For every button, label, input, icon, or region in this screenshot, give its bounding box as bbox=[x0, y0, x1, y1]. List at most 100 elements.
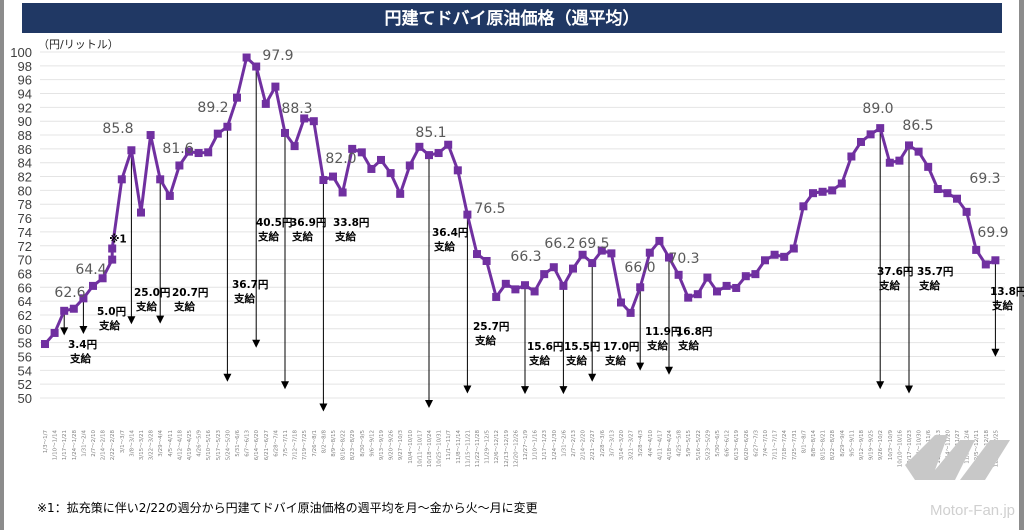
x-tick-label: 1/17～1/23 bbox=[542, 430, 548, 461]
x-tick-label: 8/2～8/8 bbox=[321, 430, 327, 454]
y-tick-label: 90 bbox=[18, 114, 32, 129]
data-point bbox=[386, 169, 395, 178]
subsidy-amount: 35.7円 bbox=[917, 266, 953, 278]
subsidy-amount: 16.8円 bbox=[676, 326, 712, 338]
data-point bbox=[885, 158, 894, 167]
x-tick-label: 5/9～5/15 bbox=[686, 429, 692, 456]
data-point bbox=[127, 146, 136, 155]
x-tick-label: 3/15～3/21 bbox=[139, 430, 145, 460]
x-tick-label: 9/5～9/11 bbox=[849, 430, 855, 457]
data-point bbox=[223, 122, 232, 131]
y-tick-label: 82 bbox=[18, 170, 32, 185]
x-tick-label: 8/23～8/29 bbox=[350, 430, 356, 461]
arrow-head-icon bbox=[463, 385, 472, 394]
data-point bbox=[377, 155, 385, 164]
x-tick-label: 6/28～7/4 bbox=[273, 429, 279, 456]
x-tick-label: 12/6～12/12 bbox=[494, 430, 500, 464]
subsidy-amount: 15.6円 bbox=[527, 341, 563, 353]
right-border bbox=[1019, 0, 1024, 530]
subsidy-label: 支給 bbox=[257, 230, 279, 243]
subsidy-amount: 36.9円 bbox=[290, 217, 326, 229]
data-point bbox=[809, 189, 817, 198]
data-labels: 62.6 64.4 85.8 81.6 89.2 97.9 88.3 82.0 85.1 76.5… bbox=[54, 48, 1008, 301]
x-tick-label: 5/23～5/29 bbox=[705, 430, 711, 461]
subsidy-amount: 36.4円 bbox=[432, 227, 468, 239]
subsidy-label: 支給 bbox=[98, 319, 120, 332]
x-tick-label: 3/1～3/7 bbox=[120, 430, 126, 454]
data-point bbox=[185, 147, 193, 156]
data-point bbox=[962, 207, 971, 216]
y-tick-label: 52 bbox=[18, 377, 32, 392]
y-tick-label: 84 bbox=[18, 156, 32, 171]
footnote: ※1：拡充策に伴い2/22の週分から円建てドバイ原油価格の週平均を月～金から火～… bbox=[37, 500, 538, 515]
x-tick-label: 7/4～7/10 bbox=[763, 429, 769, 456]
x-tick-label: 6/21～6/27 bbox=[264, 430, 270, 461]
data-point bbox=[991, 256, 1000, 265]
left-border bbox=[0, 0, 4, 530]
x-tick-label: 1/10～1/14 bbox=[53, 430, 59, 461]
data-point bbox=[895, 156, 904, 165]
x-tick-label: 2/14～2/20 bbox=[581, 430, 587, 461]
arrow-head-icon bbox=[60, 327, 69, 336]
data-point bbox=[338, 188, 347, 197]
subsidy-amount: 3.4円 bbox=[68, 339, 97, 351]
y-tick-label: 76 bbox=[18, 211, 32, 226]
x-tick-label: 6/6～6/12 bbox=[725, 430, 731, 457]
data-point bbox=[108, 244, 117, 253]
data-point bbox=[146, 131, 155, 140]
x-tick-label: 8/1～8/7 bbox=[801, 430, 807, 454]
arrow-head-icon bbox=[665, 366, 673, 375]
mf-logo-icon bbox=[905, 435, 975, 480]
data-point bbox=[674, 270, 683, 279]
data-point bbox=[559, 281, 568, 290]
data-point bbox=[329, 172, 337, 181]
subsidy-amount: 36.7円 bbox=[232, 279, 268, 291]
x-tick-label: 7/25～7/31 bbox=[792, 430, 798, 460]
arrow-head-icon bbox=[127, 316, 136, 325]
data-point bbox=[79, 294, 88, 303]
data-point bbox=[415, 142, 424, 151]
data-point bbox=[425, 151, 433, 160]
data-point bbox=[588, 259, 597, 268]
subsidy-label: 支給 bbox=[991, 299, 1013, 312]
subsidy-label: 支給 bbox=[918, 279, 940, 292]
data-label: 64.4 bbox=[75, 262, 106, 278]
subsidy-amount: 17.0円 bbox=[603, 341, 639, 353]
x-tick-label: 11/14～11/20 bbox=[945, 430, 951, 468]
data-point bbox=[981, 260, 990, 269]
data-point bbox=[165, 191, 174, 200]
data-point bbox=[578, 250, 587, 259]
subsidy-label: 支給 bbox=[646, 339, 668, 352]
x-tick-label: 3/29～4/4 bbox=[158, 429, 164, 456]
y-tick-label: 98 bbox=[18, 59, 32, 74]
arrow-head-icon bbox=[252, 339, 261, 348]
data-point bbox=[117, 175, 126, 184]
x-tick-label: 9/6～9/12 bbox=[369, 430, 375, 457]
subsidy-label: 支給 bbox=[291, 230, 313, 243]
arrow-head-icon bbox=[79, 325, 88, 334]
data-point bbox=[453, 166, 462, 175]
x-tick-label: 4/19～4/25 bbox=[187, 430, 193, 461]
data-label: 69.5 bbox=[578, 236, 609, 252]
x-tick-label: 4/26～5/9 bbox=[197, 429, 203, 456]
gridlines bbox=[40, 51, 1005, 399]
subsidy-amount: 13.8円 bbox=[990, 286, 1024, 298]
data-point bbox=[684, 293, 693, 302]
data-point bbox=[857, 137, 865, 146]
x-tick-label: 5/24～5/30 bbox=[225, 430, 231, 461]
x-tick-label: 11/22～11/28 bbox=[475, 430, 481, 468]
x-tick-label: 9/26～10/2 bbox=[878, 430, 884, 460]
x-tick-label: 11/15～11/21 bbox=[465, 430, 471, 467]
x-tick-label: 10/11～10/17 bbox=[417, 430, 423, 468]
data-label: 85.1 bbox=[415, 125, 446, 141]
x-tick-label: 7/26～8/1 bbox=[312, 430, 318, 457]
x-tick-label: 2/14～2/18 bbox=[101, 430, 107, 461]
x-tick-label: 12/20～12/26 bbox=[513, 430, 519, 468]
y-tick-label: 100 bbox=[10, 45, 32, 60]
y-tick-label: 54 bbox=[18, 363, 32, 378]
x-tick-label: 10/24～10/30 bbox=[917, 430, 923, 468]
data-point bbox=[655, 236, 664, 245]
x-tick-label: 1/31～2/4 bbox=[81, 429, 87, 456]
arrow-head-icon bbox=[425, 399, 433, 408]
